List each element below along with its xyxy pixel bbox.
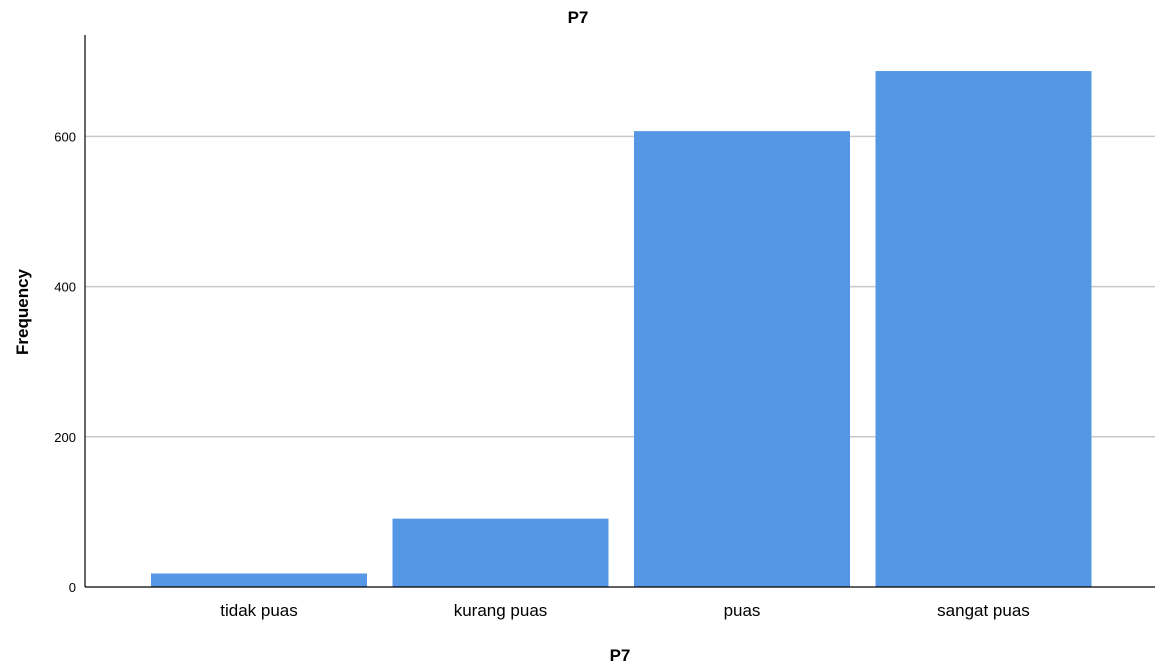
x-tick-label: puas (724, 601, 761, 620)
y-tick-label: 400 (54, 280, 76, 295)
bar-tidak-puas (151, 573, 367, 587)
x-tick-label: kurang puas (454, 601, 548, 620)
y-axis-label: Frequency (13, 268, 32, 355)
bar-puas (634, 131, 850, 587)
bar-kurang-puas (392, 518, 609, 587)
x-axis-label: P7 (610, 646, 631, 665)
chart-title: P7 (568, 8, 589, 27)
axes (84, 35, 1155, 588)
x-tick-label: sangat puas (937, 601, 1030, 620)
y-tick-label: 0 (69, 580, 76, 595)
bars (151, 71, 1092, 588)
bar-sangat-puas (875, 71, 1092, 588)
y-tick-labels: 0 200 400 600 (54, 129, 76, 595)
y-tick-label: 600 (54, 129, 76, 144)
y-tick-label: 200 (54, 430, 76, 445)
x-tick-labels: tidak puas kurang puas puas sangat puas (220, 601, 1030, 620)
x-tick-label: tidak puas (220, 601, 298, 620)
